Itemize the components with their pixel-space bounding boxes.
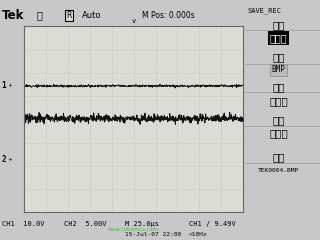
Text: R: R [66, 11, 71, 20]
Text: Auto: Auto [82, 11, 101, 20]
Text: <10Hz: <10Hz [189, 232, 208, 237]
Text: 文件夹: 文件夹 [269, 128, 288, 138]
Text: BMP: BMP [271, 65, 285, 74]
Text: +: + [7, 84, 12, 88]
Text: M Pos: 0.000s: M Pos: 0.000s [142, 11, 195, 20]
Text: TEK0004.BMP: TEK0004.BMP [258, 168, 299, 173]
Text: 存图像: 存图像 [269, 33, 287, 43]
Text: 2: 2 [2, 155, 6, 164]
Text: 储存: 储存 [272, 152, 285, 162]
Text: CH1 ∕ 9.49V: CH1 ∕ 9.49V [189, 221, 236, 227]
Text: Tek: Tek [2, 9, 24, 22]
Text: 格式: 格式 [272, 53, 285, 63]
Text: ⸏: ⸏ [37, 11, 43, 21]
Text: CH2  5.00V: CH2 5.00V [64, 221, 107, 227]
Text: 存图像: 存图像 [269, 96, 288, 106]
Text: v: v [132, 18, 136, 24]
Text: CH1  10.0V: CH1 10.0V [2, 221, 44, 227]
Text: 选择: 选择 [272, 115, 285, 125]
Text: SAVE_REC: SAVE_REC [248, 7, 282, 14]
Text: 1: 1 [2, 81, 6, 90]
Text: 15-Jul-07 22:00: 15-Jul-07 22:00 [125, 232, 181, 237]
Text: www.cntronics.com: www.cntronics.com [108, 228, 158, 232]
Text: +: + [7, 157, 12, 162]
Text: ◄: ◄ [237, 114, 244, 123]
Text: M 25.0μs: M 25.0μs [125, 221, 159, 227]
Text: 关于: 关于 [272, 83, 285, 93]
Text: 动作: 动作 [272, 20, 285, 30]
